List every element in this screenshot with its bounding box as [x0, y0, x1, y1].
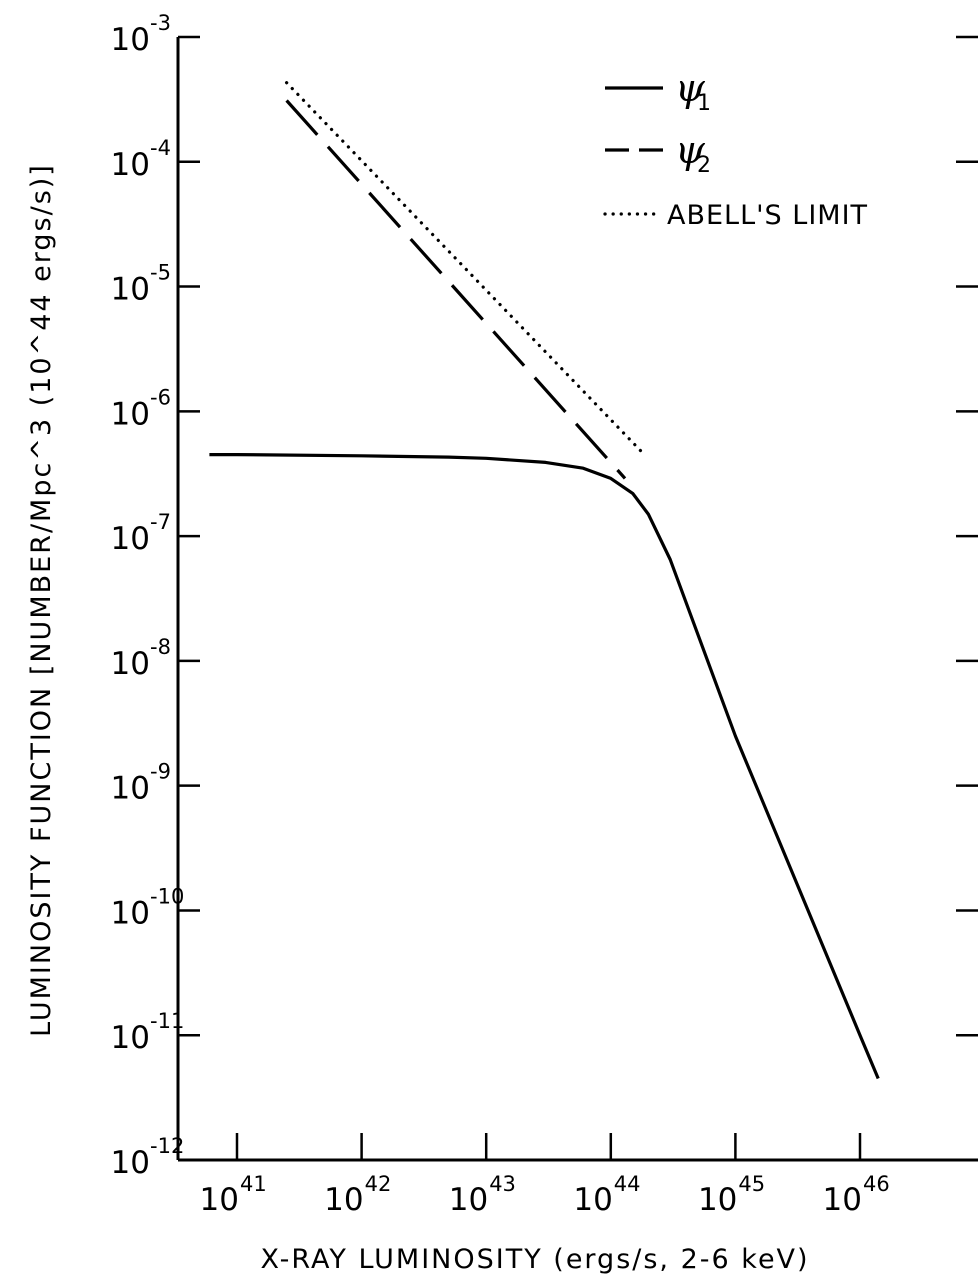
- series-dashed-line: [285, 99, 627, 480]
- x-tick-label-exponent: 42: [365, 1172, 392, 1196]
- x-tick-label-exponent: 44: [614, 1172, 641, 1196]
- y-tick-label: 10: [111, 895, 150, 931]
- y-tick-label: 10: [111, 646, 150, 682]
- y-tick-label-exponent: -5: [150, 261, 171, 285]
- legend-symbol: ψ: [675, 128, 706, 172]
- y-axis-label: LUMINOSITY FUNCTION [NUMBER/Mpc^3 (10^44…: [26, 163, 57, 1037]
- y-tick-label-exponent: -12: [150, 1134, 184, 1158]
- y-tick-label: 10: [111, 22, 150, 58]
- x-tick-label: 10: [698, 1182, 737, 1218]
- x-tick-label-exponent: 43: [489, 1172, 516, 1196]
- y-tick-label-exponent: -11: [150, 1009, 184, 1033]
- y-tick-label-exponent: -8: [150, 635, 171, 659]
- y-tick-label: 10: [111, 396, 150, 432]
- series-dotted-line: [285, 81, 648, 458]
- x-tick-label: 10: [823, 1182, 862, 1218]
- y-tick-label-exponent: -10: [150, 884, 184, 908]
- y-tick-label: 10: [111, 1020, 150, 1056]
- x-tick-label: 10: [449, 1182, 488, 1218]
- series-group: [209, 81, 880, 1080]
- x-tick-label-exponent: 46: [863, 1172, 890, 1196]
- y-tick-label: 10: [111, 521, 150, 557]
- legend-label: ABELL'S LIMIT: [667, 200, 868, 231]
- y-tick-label-exponent: -3: [150, 11, 171, 35]
- y-ticks: 10-310-410-510-610-710-810-910-1010-1110…: [111, 11, 978, 1181]
- y-tick-label: 10: [111, 147, 150, 183]
- legend-subscript: 1: [697, 91, 711, 116]
- y-tick-label-exponent: -6: [150, 385, 171, 409]
- x-axis-label: X-RAY LUMINOSITY (ergs/s, 2-6 keV): [260, 1244, 809, 1275]
- plot-frame: [176, 37, 978, 1162]
- y-tick-label: 10: [111, 1145, 150, 1181]
- x-ticks: 10 41 10 42 10 43 10 44 10 45 10 46: [200, 1133, 890, 1218]
- x-tick-label: 10: [573, 1182, 612, 1218]
- x-tick-label: 10: [200, 1182, 239, 1218]
- legend-symbol: ψ: [675, 66, 706, 110]
- series-solid-line: [209, 453, 880, 1080]
- y-tick-label-exponent: -7: [150, 510, 171, 534]
- x-tick-label: 10: [324, 1182, 363, 1218]
- y-tick-label-exponent: -9: [150, 760, 171, 784]
- y-tick-label-exponent: -4: [150, 136, 171, 160]
- y-tick-label: 10: [111, 771, 150, 807]
- legend-subscript: 2: [697, 153, 711, 178]
- x-tick-label-exponent: 45: [738, 1172, 765, 1196]
- y-tick-label: 10: [111, 272, 150, 308]
- x-tick-label-exponent: 41: [240, 1172, 267, 1196]
